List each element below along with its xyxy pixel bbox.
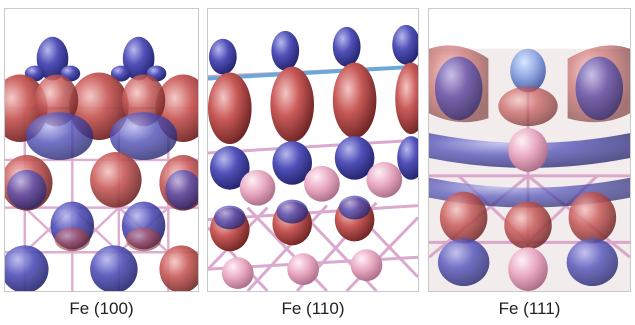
fe-111-caption: Fe (111) — [498, 299, 561, 318]
fe-110-caption: Fe (110) — [281, 299, 345, 318]
fe-110-isosurface-image — [208, 24, 418, 291]
fe-111-isosurface-image — [429, 45, 630, 291]
fe-100-caption: Fe (100) — [69, 299, 134, 318]
fe-100-panel — [4, 8, 199, 292]
fe-110-panel — [207, 8, 419, 292]
fe-100-isosurface-image — [5, 36, 198, 291]
fe-111-panel — [428, 8, 631, 292]
